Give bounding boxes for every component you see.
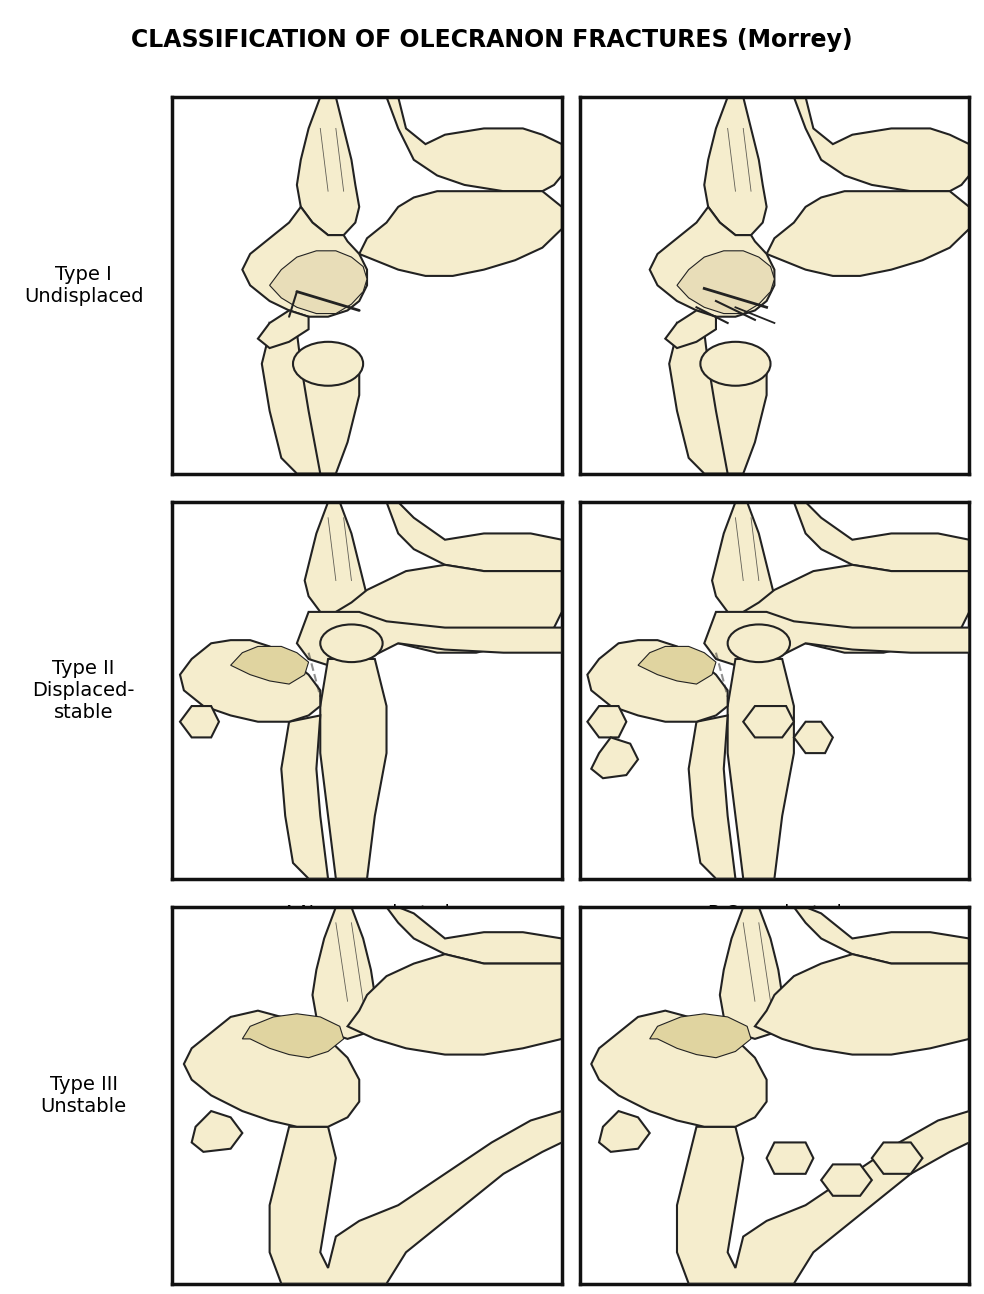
Polygon shape [767,192,969,276]
Polygon shape [270,1112,562,1284]
Polygon shape [665,311,716,348]
Polygon shape [669,324,727,474]
Text: B-Comminuted: B-Comminuted [707,903,841,921]
Polygon shape [677,1112,969,1284]
Polygon shape [689,716,735,879]
Polygon shape [794,502,969,571]
Text: Type II
Displaced-
stable: Type II Displaced- stable [32,659,135,722]
Polygon shape [712,502,774,621]
Polygon shape [767,1143,814,1174]
Polygon shape [180,641,320,722]
Polygon shape [262,324,320,474]
Polygon shape [587,641,727,722]
Polygon shape [822,1165,872,1196]
Polygon shape [794,722,832,753]
Polygon shape [297,97,359,236]
Text: Type III
Unstable: Type III Unstable [40,1075,127,1115]
Polygon shape [587,707,627,738]
Polygon shape [794,907,969,964]
Polygon shape [270,251,367,313]
Polygon shape [591,1011,767,1127]
Polygon shape [242,1013,343,1057]
Polygon shape [289,364,359,474]
Polygon shape [755,954,969,1055]
Polygon shape [336,564,562,652]
Polygon shape [705,97,767,236]
Polygon shape [649,1013,751,1057]
Text: Type I
Undisplaced: Type I Undisplaced [24,265,144,305]
Ellipse shape [320,625,383,663]
Polygon shape [697,364,767,474]
Polygon shape [743,707,794,738]
Polygon shape [387,97,562,192]
Ellipse shape [727,625,790,663]
Polygon shape [297,612,562,665]
Polygon shape [591,738,638,778]
Polygon shape [320,659,387,879]
Polygon shape [359,192,562,276]
Polygon shape [230,647,309,685]
Polygon shape [180,707,219,738]
Polygon shape [727,659,794,879]
Polygon shape [184,1011,359,1127]
Polygon shape [305,502,367,621]
Polygon shape [743,564,969,652]
Polygon shape [313,907,375,1039]
Polygon shape [649,207,774,317]
Polygon shape [387,907,562,964]
Ellipse shape [293,342,363,386]
Polygon shape [677,251,774,313]
Polygon shape [794,97,969,192]
Text: CLASSIFICATION OF OLECRANON FRACTURES (Morrey): CLASSIFICATION OF OLECRANON FRACTURES (M… [131,28,853,53]
Polygon shape [638,647,716,685]
Polygon shape [720,907,782,1039]
Polygon shape [347,954,562,1055]
Polygon shape [192,1112,242,1152]
Text: A-Noncomminuted: A-Noncomminuted [283,903,451,921]
Polygon shape [258,311,309,348]
Polygon shape [242,207,367,317]
Polygon shape [705,612,969,665]
Polygon shape [281,716,328,879]
Ellipse shape [701,342,770,386]
Polygon shape [599,1112,649,1152]
Polygon shape [872,1143,922,1174]
Polygon shape [387,502,562,571]
